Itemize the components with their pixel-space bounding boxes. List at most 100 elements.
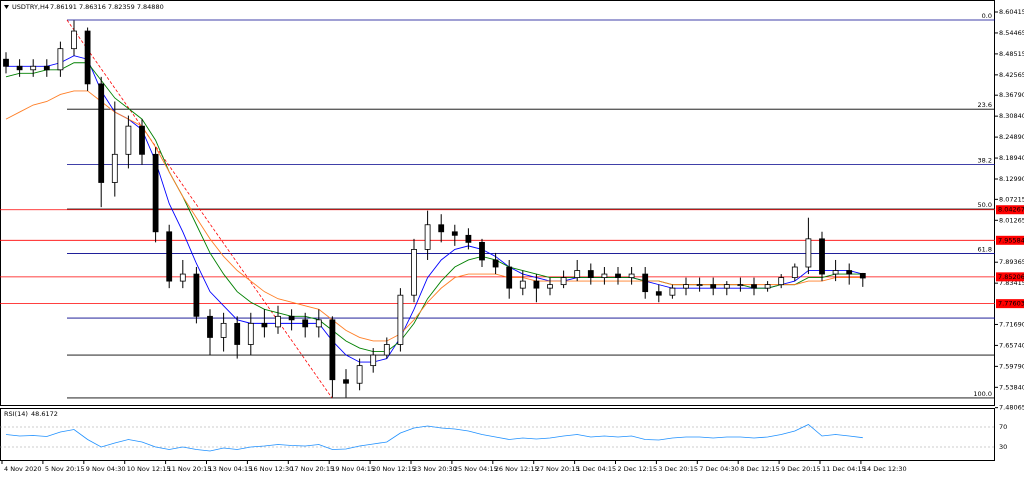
x-tick-label: 20 Nov 12:15 (372, 465, 416, 473)
rsi-tick-label: 30 (999, 443, 1007, 451)
rsi-panel (0, 408, 995, 461)
candle-body (832, 270, 839, 275)
y-tick-label: 8.30840 (999, 112, 1024, 120)
y-tick-label: 7.71690 (999, 320, 1024, 328)
candle-body (288, 315, 295, 321)
fib-label: 100.0 (973, 390, 992, 398)
y-tick-label: 7.89365 (999, 258, 1024, 266)
y-tick-label: 8.07215 (999, 195, 1024, 203)
fib-trendline (66, 19, 333, 399)
x-tick-label: 13 Nov 04:15 (209, 465, 253, 473)
candle-body (655, 291, 662, 296)
candle-body (492, 259, 499, 268)
x-tick-label: 17 Nov 20:15 (290, 465, 334, 473)
candle-body (764, 284, 771, 289)
x-tick-label: 9 Nov 04:30 (86, 465, 126, 473)
candle-body (30, 65, 37, 71)
x-tick-label: 9 Dec 20:15 (781, 465, 821, 473)
candle-body (111, 153, 118, 183)
candle-body (329, 319, 336, 381)
y-tick-label: 8.24890 (999, 133, 1024, 141)
rsi-tick-label: 70 (999, 423, 1007, 431)
candle-body (16, 65, 23, 71)
ohlc: 7.86191 7.86316 7.82359 7.84880 (50, 3, 164, 11)
y-tick-label: 7.83415 (999, 279, 1024, 287)
x-tick-label: 19 Nov 04:15 (331, 465, 375, 473)
y-tick-label: 7.65740 (999, 341, 1024, 349)
candle-body (642, 273, 649, 293)
candle-body (778, 277, 785, 286)
x-tick-label: 14 Dec 12:30 (863, 465, 907, 473)
candle-body (397, 294, 404, 345)
fib-label: 61.8 (978, 246, 992, 254)
y-tick-label: 8.18940 (999, 154, 1024, 162)
y-tick-label: 8.60415 (999, 8, 1024, 16)
x-tick-label: 10 Nov 12:15 (127, 465, 171, 473)
x-tick-label: 11 Nov 20:15 (168, 465, 212, 473)
candle-body (220, 322, 227, 338)
x-tick-label: 26 Nov 12:15 (495, 465, 539, 473)
symbol: USDTRY,H4 (12, 3, 49, 11)
y-tick-label: 8.01265 (999, 216, 1024, 224)
candle-body (560, 277, 567, 286)
candle-body (723, 284, 730, 289)
candle-body (84, 30, 91, 85)
candle-body (179, 273, 186, 282)
candle-body (628, 273, 635, 278)
candle-body (451, 231, 458, 236)
candle-body (506, 266, 513, 289)
x-tick-label: 11 Dec 04:15 (822, 465, 866, 473)
rsi-line (5, 424, 863, 452)
y-tick-label: 7.48065 (999, 404, 1024, 412)
candle-body (411, 249, 417, 296)
candle-body (275, 315, 281, 328)
candle-body (302, 319, 309, 328)
y-tick-label: 8.12990 (999, 175, 1024, 183)
y-tick-label: 7.59790 (999, 362, 1024, 370)
candle-body (43, 65, 50, 71)
x-tick-label: 3 Dec 20:15 (658, 465, 698, 473)
x-tick-label: 27 Nov 20:15 (536, 465, 580, 473)
price-label-box (996, 272, 1024, 282)
candle-body (751, 284, 757, 289)
rsi-value: 48.6172 (31, 410, 58, 418)
y-tick-label: 8.42565 (999, 71, 1024, 79)
candle-body (669, 287, 676, 296)
candle-body (166, 231, 173, 282)
moving-average (5, 90, 863, 342)
candle-body (615, 273, 621, 278)
candle-body (819, 238, 825, 275)
candle-body (533, 280, 540, 289)
y-tick-label: 8.48515 (999, 50, 1024, 58)
x-tick-label: 1 Dec 04:15 (577, 465, 617, 473)
price-label: 7.77603 (998, 300, 1024, 308)
candle-body (587, 270, 594, 278)
candle-body (683, 284, 689, 289)
price-label-box (996, 299, 1024, 309)
candle-body (343, 379, 349, 384)
fib-label: 50.0 (978, 201, 992, 209)
candle-body (479, 241, 485, 261)
price-label: 7.95584 (998, 236, 1024, 244)
candle-body (737, 284, 744, 287)
candle-body (71, 30, 77, 50)
x-tick-label: 8 Dec 12:15 (740, 465, 780, 473)
candle-body (574, 270, 581, 278)
candle-body (370, 354, 377, 367)
candle-body (791, 266, 798, 278)
x-tick-label: 16 Nov 12:30 (249, 465, 293, 473)
candle-body (125, 125, 132, 155)
menu-arrow[interactable] (4, 5, 9, 9)
x-tick-label: 5 Nov 20:15 (45, 465, 85, 473)
candle-body (234, 322, 241, 345)
candle-body (424, 224, 431, 250)
candle-body (152, 153, 159, 233)
candle-body (438, 224, 445, 233)
rsi-label: RSI(14) (4, 410, 28, 418)
candle-body (3, 58, 9, 67)
candle-body (383, 344, 390, 356)
x-tick-label: 23 Nov 20:30 (413, 465, 457, 473)
main-panel (0, 0, 995, 406)
fib-label: 0.0 (982, 12, 992, 20)
